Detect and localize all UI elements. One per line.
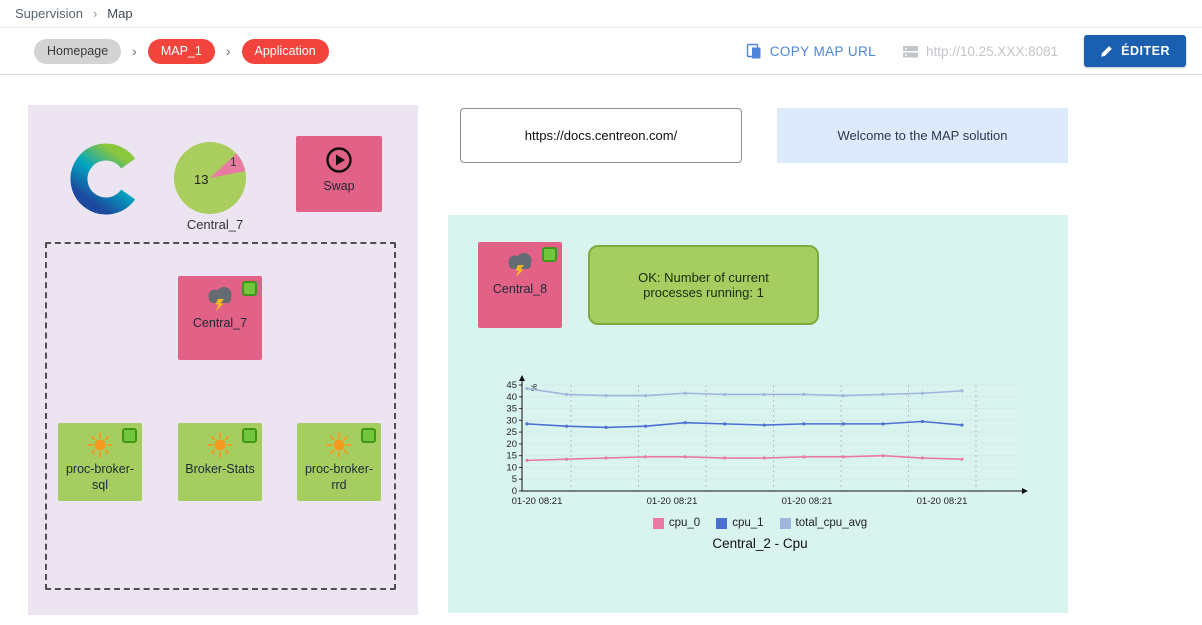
legend-swatch-total-cpu-avg: [779, 517, 791, 529]
legend-swatch-cpu-0: [652, 517, 664, 529]
breadcrumb-application[interactable]: Application: [241, 38, 329, 64]
svg-text:01-20 08:21: 01-20 08:21: [917, 496, 968, 507]
legend-label: cpu_1: [732, 517, 764, 529]
toolbar-actions: COPY MAP URL http://10.25.XXX:8081 ÉDITE…: [746, 35, 1186, 67]
map-toolbar: Homepage › MAP_1 › Application COPY MAP …: [0, 28, 1202, 75]
pie-gauge-caption: Central_7: [186, 217, 244, 232]
status-ok-square: [542, 247, 557, 262]
play-circle-icon: [324, 145, 354, 175]
node-label: Swap: [323, 179, 355, 193]
map-node-proc-broker-sql[interactable]: proc-broker-sql: [58, 423, 142, 501]
centreon-logo: [70, 143, 142, 215]
svg-text:45: 45: [506, 380, 517, 391]
pie-gauge-central-7[interactable]: 13 1: [170, 138, 250, 218]
map-panel-left: 13 1 Central_7 Swap Central_7: [28, 105, 418, 615]
legend-label: total_cpu_avg: [795, 517, 868, 529]
edit-button[interactable]: ÉDITER: [1084, 35, 1186, 67]
docs-url-widget[interactable]: https://docs.centreon.com/: [460, 108, 742, 163]
storm-cloud-icon: [204, 285, 236, 312]
status-ok-square: [242, 428, 257, 443]
copy-icon: [746, 43, 763, 60]
svg-text:01-20 08:21: 01-20 08:21: [512, 496, 563, 507]
server-icon: [902, 43, 919, 60]
svg-text:40: 40: [506, 392, 517, 403]
status-ok-square: [122, 428, 137, 443]
svg-text:25: 25: [506, 427, 517, 438]
svg-text:5: 5: [512, 474, 517, 485]
svg-text:01-20 08:21: 01-20 08:21: [647, 496, 698, 507]
map-panel-right: Central_8 OK: Number of current processe…: [448, 215, 1068, 613]
status-ok-square: [242, 281, 257, 296]
svg-text:15: 15: [506, 451, 517, 462]
svg-text:20: 20: [506, 439, 517, 450]
legend-item-cpu-0: cpu_0: [652, 517, 701, 529]
status-message-widget: OK: Number of current processes running:…: [588, 245, 819, 325]
chart-legend: cpu_0 cpu_1 total_cpu_avg: [490, 517, 1030, 529]
sun-icon: [207, 432, 233, 458]
svg-text:35: 35: [506, 404, 517, 415]
status-ok-square: [361, 428, 376, 443]
svg-text:10: 10: [506, 462, 517, 473]
pencil-icon: [1100, 45, 1113, 58]
cpu-chart-widget: 0 5 10 15 20 25 30 35 40 45% 01-20 08:21 01-20 08:2…: [490, 373, 1030, 551]
storm-cloud-icon: [504, 251, 536, 278]
map-group-outline: [45, 242, 396, 590]
map-node-central-7[interactable]: Central_7: [178, 276, 262, 360]
legend-swatch-cpu-1: [716, 517, 728, 529]
node-label: proc-broker-sql: [65, 462, 135, 492]
node-label: Broker-Stats: [185, 462, 255, 476]
pie-value-minor: 1: [230, 155, 237, 169]
breadcrumb-map-1[interactable]: MAP_1: [147, 38, 215, 64]
legend-item-total-cpu-avg: total_cpu_avg: [779, 517, 868, 529]
svg-text:30: 30: [506, 415, 517, 426]
welcome-text-widget: Welcome to the MAP solution: [777, 108, 1068, 163]
chart-caption: Central_2 - Cpu: [712, 536, 808, 551]
nav-map[interactable]: Map: [107, 6, 133, 21]
chevron-right-icon: ›: [132, 43, 137, 59]
top-navigation: Supervision › Map: [0, 0, 1202, 28]
map-node-central-8[interactable]: Central_8: [478, 242, 562, 328]
pie-value-major: 13: [194, 172, 208, 187]
svg-text:01-20 08:21: 01-20 08:21: [782, 496, 833, 507]
node-label: proc-broker-rrd: [304, 462, 374, 492]
breadcrumb-homepage[interactable]: Homepage: [34, 38, 122, 64]
nav-supervision[interactable]: Supervision: [15, 6, 83, 21]
chevron-right-icon: ›: [225, 43, 231, 59]
chevron-right-icon: ›: [92, 6, 98, 21]
node-label: Central_8: [492, 282, 548, 296]
copy-map-url-button[interactable]: COPY MAP URL: [746, 43, 876, 60]
server-url-text: http://10.25.XXX:8081: [926, 43, 1059, 59]
svg-text:%: %: [529, 384, 538, 391]
legend-item-cpu-1: cpu_1: [716, 517, 764, 529]
svg-text:0: 0: [512, 486, 517, 497]
copy-map-url-label: COPY MAP URL: [769, 43, 877, 59]
map-node-broker-stats[interactable]: Broker-Stats: [178, 423, 262, 501]
edit-button-label: ÉDITER: [1121, 44, 1170, 58]
sun-icon: [326, 432, 352, 458]
sun-icon: [87, 432, 113, 458]
node-label: Central_7: [192, 316, 248, 330]
server-url-display: http://10.25.XXX:8081: [902, 43, 1058, 60]
legend-label: cpu_0: [668, 517, 701, 529]
map-node-proc-broker-rrd[interactable]: proc-broker-rrd: [297, 423, 381, 501]
map-node-swap[interactable]: Swap: [296, 136, 382, 212]
